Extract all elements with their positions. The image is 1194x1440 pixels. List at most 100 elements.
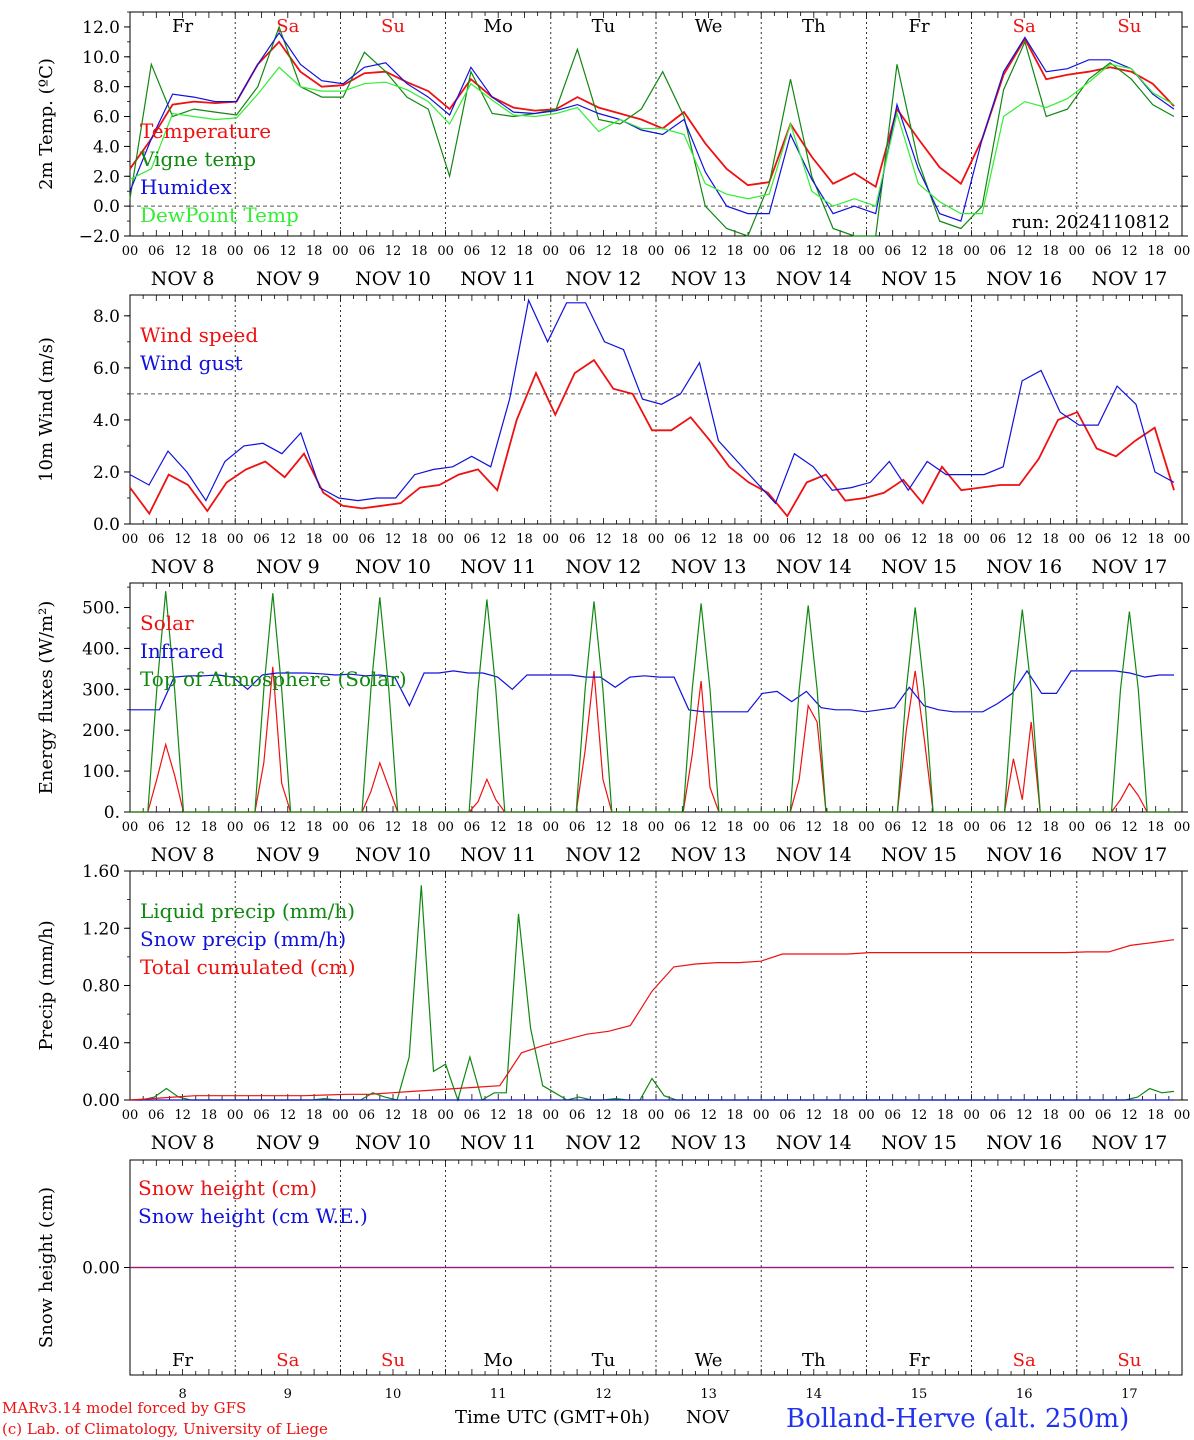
series-line-temperature [129, 37, 1175, 189]
date-label: NOV 14 [776, 1132, 852, 1154]
hour-tick-label: 18 [306, 820, 323, 835]
hour-tick-label: 00 [963, 532, 980, 547]
hour-tick-label: 18 [727, 244, 744, 259]
hour-tick-label: 00 [227, 532, 244, 547]
hour-tick-label: 12 [700, 532, 717, 547]
day-name-label: Su [1117, 16, 1141, 37]
hour-tick-label: 12 [806, 532, 823, 547]
date-label: NOV 13 [671, 844, 747, 866]
hour-tick-label: 06 [253, 820, 270, 835]
time-axis-label: Time UTC (GMT+0h) [455, 1407, 650, 1428]
hour-tick-label: 06 [779, 1108, 796, 1123]
day-name-label: Tu [592, 16, 616, 37]
hour-tick-label: 18 [1042, 820, 1059, 835]
series-group [130, 591, 1174, 813]
hour-tick-label: 18 [201, 244, 218, 259]
hour-tick-label: 00 [1069, 532, 1086, 547]
hour-tick-label: 18 [1147, 532, 1164, 547]
hour-tick-label: 18 [727, 820, 744, 835]
date-label: NOV 10 [355, 268, 431, 290]
hour-tick-label: 06 [253, 532, 270, 547]
legend-entry: Solar [140, 611, 194, 635]
y-tick-label: 0. [104, 803, 120, 823]
hour-tick-label: 18 [516, 820, 533, 835]
hour-tick-label: 12 [911, 532, 928, 547]
date-label: NOV 12 [565, 844, 641, 866]
hour-tick-label: 00 [753, 1108, 770, 1123]
day-name-label: Su [1117, 1350, 1141, 1371]
hour-tick-label: 06 [358, 244, 375, 259]
y-tick-label: 4.0 [93, 411, 120, 431]
hour-tick-label: 18 [937, 820, 954, 835]
date-label: NOV 17 [1091, 556, 1167, 578]
hour-tick-label: 18 [727, 1108, 744, 1123]
series-line-wind-speed [129, 358, 1175, 518]
date-label: NOV 9 [256, 556, 320, 578]
day-name-label: Su [381, 16, 405, 37]
model-credit: MARv3.14 model forced by GFS [2, 1399, 246, 1417]
hour-tick-label: 12 [385, 1108, 402, 1123]
y-tick-label: 100. [82, 762, 120, 782]
hour-tick-label: 12 [385, 244, 402, 259]
y-tick-label: 0.00 [82, 1259, 120, 1279]
date-label: NOV 12 [565, 268, 641, 290]
legend-entry: Liquid precip (mm/h) [140, 899, 355, 923]
date-label: NOV 11 [460, 556, 536, 578]
hour-tick-label: 12 [1016, 244, 1033, 259]
date-label: NOV 15 [881, 1132, 957, 1154]
legend-entry: Snow height (cm) [138, 1176, 317, 1200]
date-label: NOV 10 [355, 1132, 431, 1154]
date-label: NOV 17 [1091, 268, 1167, 290]
hour-tick-label: 00 [963, 1108, 980, 1123]
date-label: NOV 11 [460, 268, 536, 290]
hour-tick-label: 18 [411, 820, 428, 835]
series-line-total-cumulated-cm [129, 939, 1175, 1101]
hour-tick-label: 06 [990, 820, 1007, 835]
hour-tick-label: 18 [516, 244, 533, 259]
y-tick-label: 10.0 [82, 48, 120, 68]
date-label: NOV 12 [565, 556, 641, 578]
hour-tick-label: 06 [884, 1108, 901, 1123]
day-name-label: Fr [908, 1350, 929, 1371]
date-label: NOV 13 [671, 556, 747, 578]
hour-tick-label: 12 [280, 532, 297, 547]
date-label: NOV 15 [881, 844, 957, 866]
y-tick-label: −2.0 [79, 227, 120, 247]
hour-tick-label: 06 [990, 532, 1007, 547]
y-tick-label: 500. [82, 599, 120, 619]
hour-tick-label: 12 [174, 1108, 191, 1123]
hour-tick-label: 00 [963, 820, 980, 835]
hour-tick-label: 06 [674, 532, 691, 547]
hour-tick-label: 06 [1095, 820, 1112, 835]
hour-tick-label: 00 [122, 820, 139, 835]
date-label: NOV 11 [460, 1132, 536, 1154]
legend-entry: Top of Atmosphere (Solar) [140, 667, 407, 691]
y-axis-label: 10m Wind (m/s) [36, 337, 57, 482]
y-tick-label: 1.60 [82, 862, 120, 882]
y-tick-label: 2.0 [93, 463, 120, 483]
legend-entry: Humidex [140, 175, 232, 199]
hour-tick-label: 18 [621, 244, 638, 259]
legend-entry: Snow height (cm W.E.) [138, 1204, 368, 1228]
hour-tick-label: 12 [280, 820, 297, 835]
day-number-label: 9 [284, 1387, 292, 1402]
y-tick-label: 0.0 [93, 515, 120, 535]
hour-tick-label: 12 [595, 1108, 612, 1123]
series-line-humidex [129, 31, 1175, 222]
date-label: NOV 9 [256, 844, 320, 866]
plot-frame [129, 294, 1183, 525]
hour-tick-label: 00 [1174, 532, 1191, 547]
hour-tick-label: 12 [806, 1108, 823, 1123]
hour-tick-label: 12 [174, 244, 191, 259]
hour-tick-label: 06 [148, 532, 165, 547]
hour-tick-label: 12 [1121, 1108, 1138, 1123]
hour-tick-label: 06 [253, 244, 270, 259]
hour-tick-label: 00 [858, 532, 875, 547]
hour-tick-label: 00 [122, 244, 139, 259]
hour-tick-label: 00 [858, 1108, 875, 1123]
y-axis-label: 2m Temp. (ºC) [36, 58, 57, 190]
hour-tick-label: 18 [1147, 1108, 1164, 1123]
hour-tick-label: 00 [963, 244, 980, 259]
hour-tick-label: 00 [1069, 244, 1086, 259]
y-tick-label: 6.0 [93, 359, 120, 379]
